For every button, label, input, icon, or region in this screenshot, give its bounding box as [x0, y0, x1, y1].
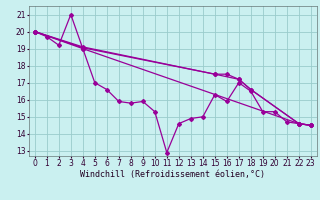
X-axis label: Windchill (Refroidissement éolien,°C): Windchill (Refroidissement éolien,°C) — [80, 170, 265, 179]
